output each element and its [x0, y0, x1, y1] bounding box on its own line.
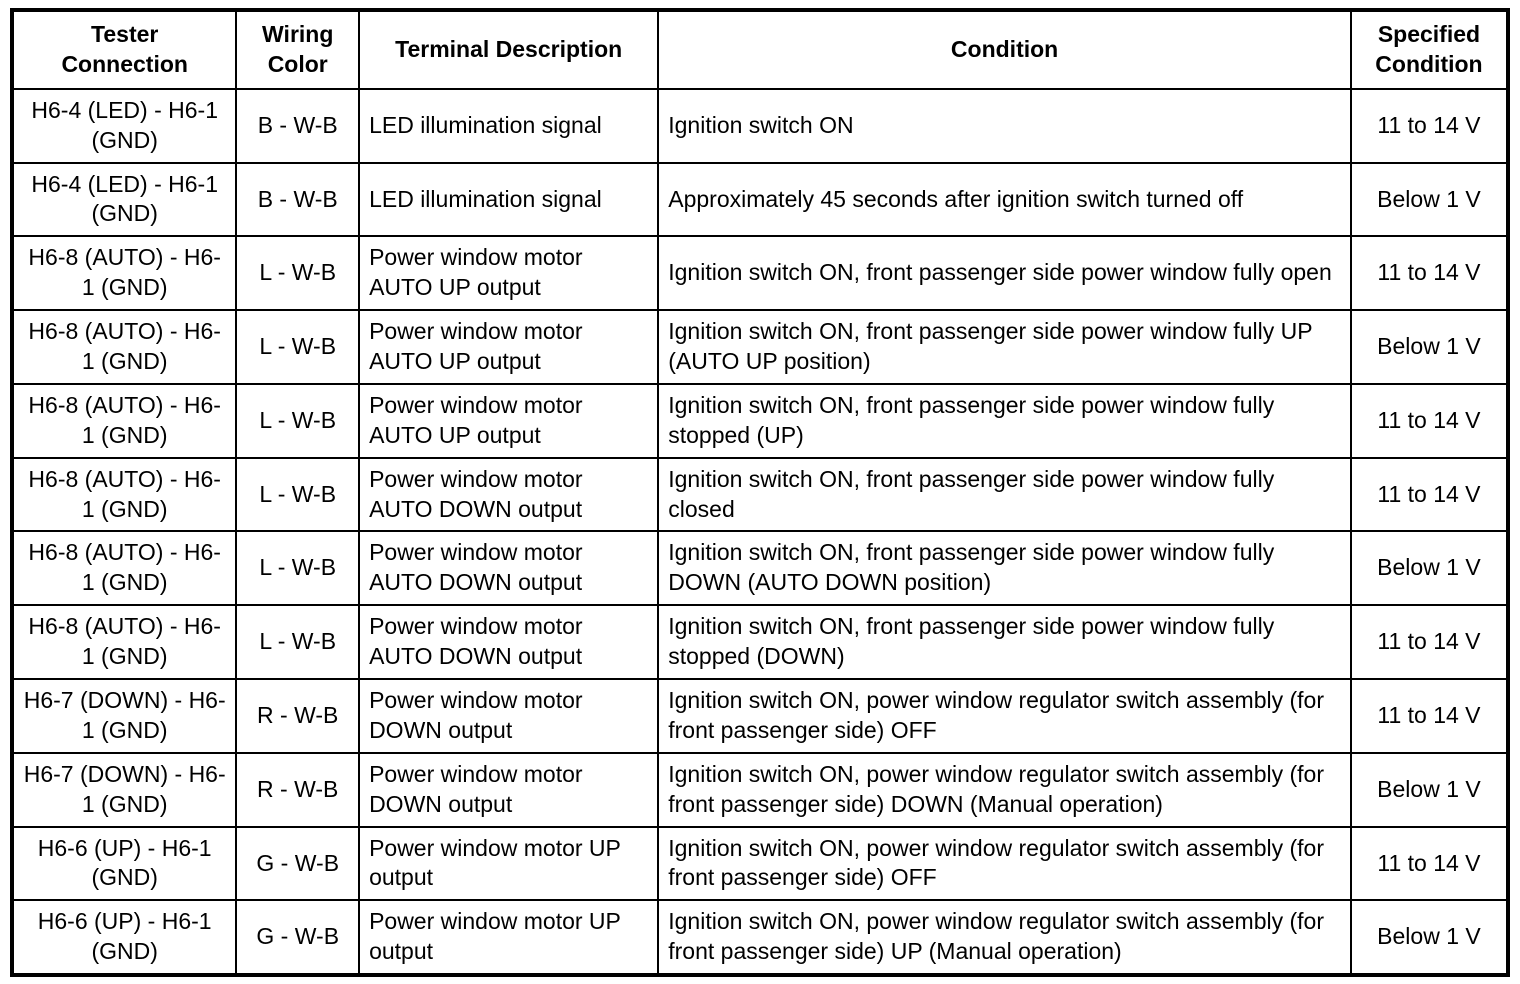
table-row: H6-8 (AUTO) - H6-1 (GND) L - W-B Power win… [10, 604, 1510, 681]
terminal-description-cell: Power window motor UP output [358, 825, 660, 902]
wiring-color-cell: L - W-B [235, 456, 361, 533]
condition-cell: Ignition switch ON, power window regulat… [657, 825, 1352, 902]
header-wiring-color: Wiring Color [235, 9, 361, 90]
terminal-description-cell: Power window motor AUTO DOWN output [358, 456, 660, 533]
tester-connection-cell: H6-8 (AUTO) - H6-1 (GND) [10, 235, 238, 312]
table-row: H6-6 (UP) - H6-1 (GND) G - W-B Power windo… [10, 899, 1510, 977]
table-row: H6-7 (DOWN) - H6-1 (GND) R - W-B Power win… [10, 751, 1510, 828]
terminal-description-cell: Power window motor AUTO UP output [358, 235, 660, 312]
wiring-color-cell: G - W-B [235, 899, 361, 977]
wiring-color-cell: B - W-B [235, 161, 361, 238]
table-row: H6-8 (AUTO) - H6-1 (GND) L - W-B Power win… [10, 309, 1510, 385]
condition-cell: Ignition switch ON, front passenger side… [657, 604, 1352, 681]
table-row: H6-8 (AUTO) - H6-1 (GND) L - W-B Power win… [10, 235, 1510, 312]
wiring-color-cell: L - W-B [235, 604, 361, 681]
specified-condition-cell: Below 1 V [1349, 899, 1510, 977]
terminal-description-cell: Power window motor AUTO UP output [358, 309, 660, 385]
header-tester-connection: Tester Connection [10, 9, 238, 90]
condition-cell: Ignition switch ON, power window regulat… [657, 899, 1352, 977]
tester-connection-cell: H6-8 (AUTO) - H6-1 (GND) [10, 604, 238, 681]
header-condition: Condition [657, 9, 1352, 90]
specified-condition-cell: 11 to 14 V [1349, 382, 1510, 459]
table-body: H6-4 (LED) - H6-1 (GND) B - W-B LED illumi… [10, 87, 1510, 977]
wiring-color-cell: G - W-B [235, 825, 361, 902]
wiring-color-cell: B - W-B [235, 87, 361, 164]
terminal-description-cell: Power window motor AUTO DOWN output [358, 530, 660, 607]
table-row: H6-7 (DOWN) - H6-1 (GND) R - W-B Power win… [10, 678, 1510, 754]
tester-connection-cell: H6-7 (DOWN) - H6-1 (GND) [10, 678, 238, 754]
wiring-color-cell: L - W-B [235, 530, 361, 607]
specified-condition-cell: Below 1 V [1349, 530, 1510, 607]
specified-condition-cell: Below 1 V [1349, 161, 1510, 238]
specified-condition-cell: 11 to 14 V [1349, 87, 1510, 164]
condition-cell: Ignition switch ON, front passenger side… [657, 382, 1352, 459]
wiring-color-cell: L - W-B [235, 309, 361, 385]
terminal-description-cell: Power window motor UP output [358, 899, 660, 977]
spec-table: Tester Connection Wiring Color Terminal … [10, 8, 1510, 978]
tester-connection-cell: H6-4 (LED) - H6-1 (GND) [10, 161, 238, 238]
terminal-description-cell: LED illumination signal [358, 161, 660, 238]
table-row: H6-8 (AUTO) - H6-1 (GND) L - W-B Power win… [10, 530, 1510, 607]
tester-connection-cell: H6-6 (UP) - H6-1 (GND) [10, 825, 238, 902]
specified-condition-cell: 11 to 14 V [1349, 235, 1510, 312]
tester-connection-cell: H6-4 (LED) - H6-1 (GND) [10, 87, 238, 164]
condition-cell: Ignition switch ON, front passenger side… [657, 456, 1352, 533]
tester-connection-cell: H6-7 (DOWN) - H6-1 (GND) [10, 751, 238, 828]
table-row: H6-4 (LED) - H6-1 (GND) B - W-B LED illumi… [10, 87, 1510, 164]
header-specified-condition: Specified Condition [1349, 9, 1510, 90]
specified-condition-cell: 11 to 14 V [1349, 604, 1510, 681]
tester-connection-cell: H6-8 (AUTO) - H6-1 (GND) [10, 382, 238, 459]
table-row: H6-8 (AUTO) - H6-1 (GND) L - W-B Power win… [10, 382, 1510, 459]
terminal-description-cell: Power window motor AUTO UP output [358, 382, 660, 459]
specified-condition-cell: 11 to 14 V [1349, 678, 1510, 754]
terminal-description-cell: Power window motor DOWN output [358, 751, 660, 828]
table-row: H6-4 (LED) - H6-1 (GND) B - W-B LED illumi… [10, 161, 1510, 238]
table-row: H6-8 (AUTO) - H6-1 (GND) L - W-B Power win… [10, 456, 1510, 533]
condition-cell: Ignition switch ON [657, 87, 1352, 164]
tester-connection-cell: H6-8 (AUTO) - H6-1 (GND) [10, 456, 238, 533]
specified-condition-cell: 11 to 14 V [1349, 456, 1510, 533]
condition-cell: Ignition switch ON, power window regulat… [657, 678, 1352, 754]
wiring-color-cell: L - W-B [235, 382, 361, 459]
specified-condition-cell: Below 1 V [1349, 309, 1510, 385]
header-terminal-description: Terminal Description [358, 9, 660, 90]
header-row: Tester Connection Wiring Color Terminal … [10, 9, 1510, 90]
condition-cell: Approximately 45 seconds after ignition … [657, 161, 1352, 238]
condition-cell: Ignition switch ON, front passenger side… [657, 309, 1352, 385]
condition-cell: Ignition switch ON, front passenger side… [657, 530, 1352, 607]
terminal-description-cell: LED illumination signal [358, 87, 660, 164]
condition-cell: Ignition switch ON, front passenger side… [657, 235, 1352, 312]
table-row: H6-6 (UP) - H6-1 (GND) G - W-B Power windo… [10, 825, 1510, 902]
specified-condition-cell: Below 1 V [1349, 751, 1510, 828]
wiring-color-cell: R - W-B [235, 678, 361, 754]
terminal-description-cell: Power window motor DOWN output [358, 678, 660, 754]
terminal-description-cell: Power window motor AUTO DOWN output [358, 604, 660, 681]
condition-cell: Ignition switch ON, power window regulat… [657, 751, 1352, 828]
wiring-color-cell: L - W-B [235, 235, 361, 312]
table-header: Tester Connection Wiring Color Terminal … [10, 9, 1510, 90]
tester-connection-cell: H6-8 (AUTO) - H6-1 (GND) [10, 530, 238, 607]
specified-condition-cell: 11 to 14 V [1349, 825, 1510, 902]
tester-connection-cell: H6-8 (AUTO) - H6-1 (GND) [10, 309, 238, 385]
tester-connection-cell: H6-6 (UP) - H6-1 (GND) [10, 899, 238, 977]
wiring-color-cell: R - W-B [235, 751, 361, 828]
